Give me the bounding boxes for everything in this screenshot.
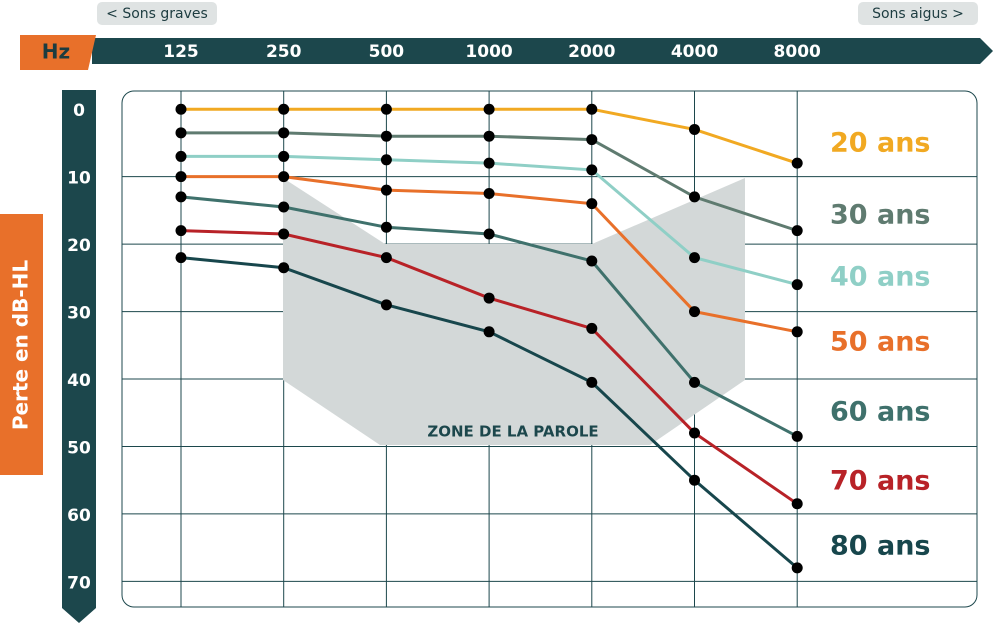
- data-point: [791, 326, 803, 338]
- data-point: [689, 191, 700, 203]
- data-point: [175, 191, 187, 203]
- data-point: [278, 150, 290, 162]
- data-point: [791, 157, 803, 169]
- data-point: [586, 134, 598, 146]
- data-point: [278, 127, 290, 139]
- data-point: [483, 130, 495, 142]
- y-tick-label: 10: [67, 169, 91, 189]
- x-tick-label: 8000: [774, 42, 821, 62]
- speech-zone: [283, 178, 745, 445]
- data-point: [175, 150, 187, 162]
- y-tick-label: 40: [67, 371, 91, 391]
- y-tick-label: 30: [67, 304, 91, 324]
- data-point: [278, 228, 290, 240]
- data-point: [483, 228, 495, 240]
- data-point: [791, 562, 803, 574]
- x-label-box: [20, 35, 96, 70]
- data-point: [689, 123, 700, 135]
- x-tick-label: 250: [266, 42, 302, 62]
- data-point: [791, 430, 803, 442]
- y-tick-label: 50: [67, 438, 91, 458]
- legend-label: 50 ans: [830, 327, 931, 358]
- data-point: [278, 262, 290, 274]
- data-point: [791, 498, 803, 510]
- y-label: Perte en dB-HL: [9, 260, 33, 431]
- data-point: [175, 171, 187, 183]
- data-point: [483, 326, 495, 338]
- x-tick-label: 2000: [568, 42, 615, 62]
- data-point: [380, 130, 392, 142]
- y-axis-band: [62, 90, 96, 623]
- legend-label: 30 ans: [830, 200, 931, 231]
- y-label-box: [0, 214, 43, 475]
- data-point: [586, 164, 598, 176]
- data-point: [278, 171, 290, 183]
- data-point: [380, 184, 392, 196]
- legend-label: 80 ans: [830, 531, 931, 562]
- data-point: [586, 376, 598, 388]
- data-point: [586, 255, 598, 267]
- y-tick-label: 0: [73, 101, 85, 121]
- low-label: < Sons graves: [106, 6, 208, 22]
- data-point: [483, 292, 495, 304]
- high-label: Sons aigus >: [872, 6, 964, 22]
- data-point: [689, 376, 700, 388]
- data-point: [689, 306, 700, 318]
- data-point: [175, 225, 187, 237]
- y-tick-label: 20: [67, 236, 91, 256]
- x-label: Hz: [42, 40, 70, 64]
- data-point: [791, 225, 803, 237]
- data-point: [689, 474, 700, 486]
- high-pill: [858, 2, 978, 25]
- data-point: [689, 252, 700, 264]
- data-point: [586, 322, 598, 334]
- data-point: [586, 198, 598, 210]
- x-tick-label: 1000: [465, 42, 512, 62]
- data-point: [689, 427, 700, 439]
- data-point: [586, 103, 598, 115]
- data-point: [175, 252, 187, 264]
- legend-label: 60 ans: [830, 397, 931, 428]
- y-tick-label: 70: [67, 573, 91, 593]
- data-point: [483, 188, 495, 200]
- legend-label: 40 ans: [830, 262, 931, 293]
- legend-label: 70 ans: [830, 466, 931, 497]
- x-tick-label: 4000: [671, 42, 718, 62]
- data-point: [380, 299, 392, 311]
- data-point: [483, 103, 495, 115]
- y-tick-label: 60: [67, 506, 91, 526]
- data-point: [175, 127, 187, 139]
- data-point: [278, 103, 290, 115]
- data-point: [380, 221, 392, 233]
- x-tick-label: 500: [369, 42, 405, 62]
- data-point: [278, 201, 290, 213]
- low-pill: [97, 2, 217, 25]
- x-axis-band: [92, 38, 993, 64]
- data-point: [380, 154, 392, 166]
- plot-frame: [121, 90, 978, 608]
- data-point: [791, 279, 803, 291]
- data-point: [380, 103, 392, 115]
- speech-zone-label: ZONE DE LA PAROLE: [427, 423, 598, 441]
- data-point: [175, 103, 187, 115]
- data-point: [483, 157, 495, 169]
- legend-label: 20 ans: [830, 128, 931, 159]
- data-point: [380, 252, 392, 264]
- x-tick-label: 125: [163, 42, 199, 62]
